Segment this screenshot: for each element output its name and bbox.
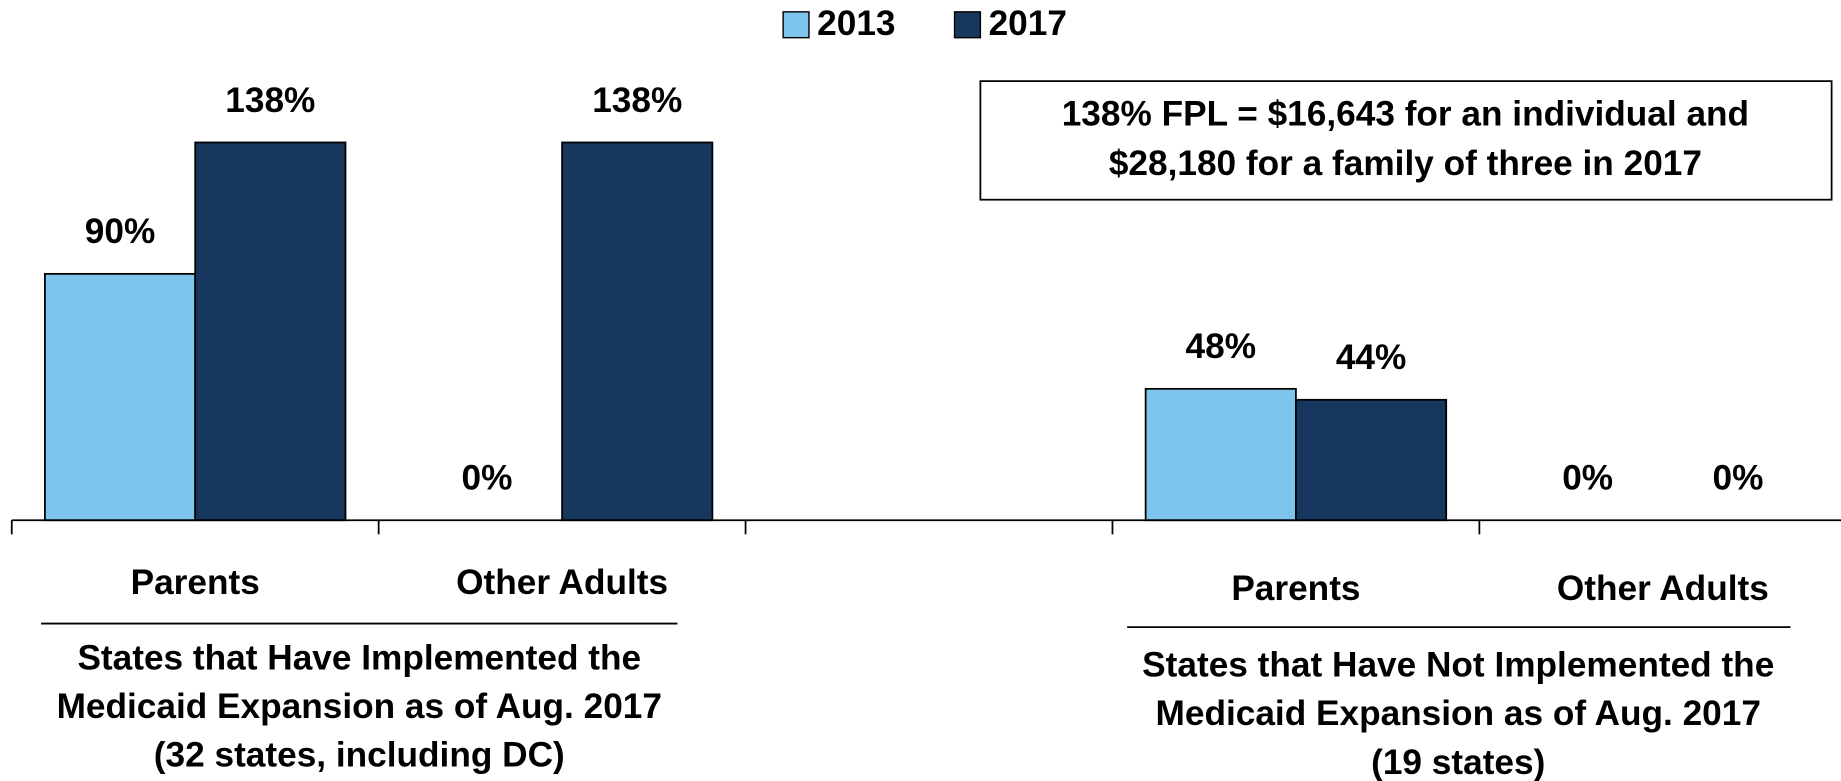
legend-swatch [953, 11, 982, 39]
bar [194, 141, 347, 522]
bar [561, 141, 714, 522]
annotation-text: 138% FPL = $16,643 for an individual and [1062, 95, 1749, 134]
group-label: Medicaid Expansion as of Aug. 2017 [57, 687, 662, 726]
value-label: 44% [1336, 338, 1407, 377]
x-tick-label: Other Adults [456, 563, 668, 602]
value-label: 0% [1713, 459, 1764, 498]
value-label: 48% [1186, 327, 1257, 366]
value-label: 0% [462, 459, 513, 498]
group-label: States that Have Implemented the [77, 638, 641, 677]
bar [1144, 387, 1297, 522]
legend-label: 2017 [989, 4, 1067, 43]
legend-swatch [782, 11, 810, 39]
annotation-text: $28,180 for a family of three in 2017 [1109, 144, 1702, 183]
legend-label: 2013 [817, 4, 895, 43]
group-label: States that Have Not Implemented the [1142, 645, 1774, 684]
value-label: 138% [592, 81, 682, 120]
bar [1295, 398, 1448, 522]
value-label: 0% [1562, 459, 1613, 498]
annotation-box [979, 80, 1833, 201]
group-label: Medicaid Expansion as of Aug. 2017 [1156, 694, 1761, 733]
bar [44, 272, 197, 522]
value-label: 90% [85, 212, 156, 251]
value-label: 138% [225, 81, 315, 120]
x-tick-label: Other Adults [1557, 569, 1769, 608]
group-label: (19 states) [1371, 743, 1545, 781]
group-label: (32 states, including DC) [154, 736, 565, 775]
x-tick-label: Parents [1231, 569, 1360, 608]
x-tick-label: Parents [131, 563, 260, 602]
